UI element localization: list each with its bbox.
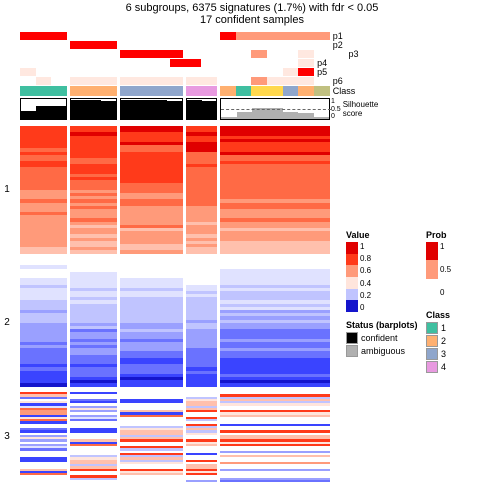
legend: Prob10.50 [426, 230, 451, 297]
title-line1: 6 subgroups, 6375 signatures (1.7%) with… [0, 0, 504, 14]
prob-label: p3 [345, 50, 358, 58]
legend: Value10.80.60.40.20 [346, 230, 371, 312]
silhouette-row: 10.50Silhouette score [20, 98, 504, 120]
prob-label: p6 [330, 77, 343, 85]
prob-label: p1 [330, 32, 343, 40]
prob-rows: p1p2p3 p4p5p6 [20, 32, 504, 85]
row-group-label: 2 [0, 317, 14, 328]
row-group-label: 3 [0, 431, 14, 442]
prob-label: p5 [314, 68, 327, 76]
class-row: Class [20, 86, 504, 96]
legend: Class1234 [426, 310, 450, 374]
title-line2: 17 confident samples [0, 14, 504, 26]
row-group-label: 1 [0, 184, 14, 195]
prob-label: p4 [314, 59, 327, 67]
prob-label: p2 [330, 41, 343, 49]
heatmap: 123 [20, 126, 504, 482]
legend: Status (barplots)confidentambiguous [346, 320, 418, 358]
